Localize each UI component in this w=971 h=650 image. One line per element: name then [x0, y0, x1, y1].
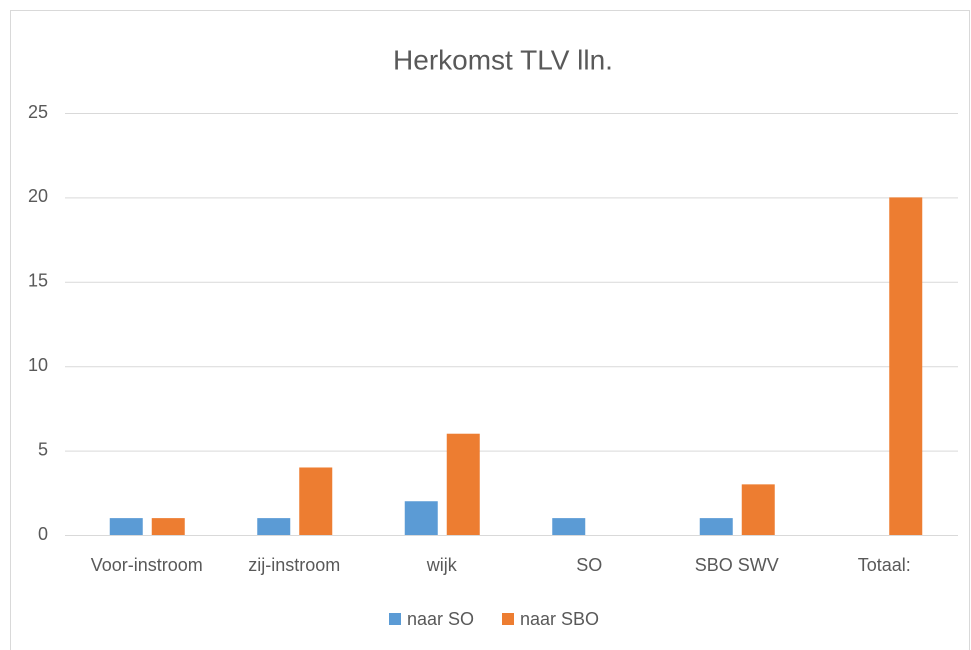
x-tick-label: SO — [576, 555, 602, 575]
bar — [299, 467, 333, 535]
bar — [404, 501, 438, 535]
bar — [552, 518, 586, 535]
bar — [109, 518, 143, 535]
legend-swatch — [389, 613, 401, 625]
legend-label: naar SO — [407, 609, 474, 629]
y-tick-label: 15 — [28, 271, 48, 291]
y-tick-label: 0 — [38, 524, 48, 544]
x-tick-label: Voor-instroom — [91, 555, 203, 575]
y-tick-label: 20 — [28, 186, 48, 206]
x-tick-label: wijk — [426, 555, 458, 575]
bar — [446, 433, 480, 535]
bar — [257, 518, 291, 535]
bar — [889, 197, 923, 535]
y-tick-label: 5 — [38, 439, 48, 459]
chart-title: Herkomst TLV lln. — [393, 44, 613, 75]
bar — [151, 518, 185, 535]
bar — [741, 484, 775, 535]
legend-label: naar SBO — [520, 609, 599, 629]
legend-swatch — [502, 613, 514, 625]
bar — [699, 518, 733, 535]
y-tick-label: 10 — [28, 355, 48, 375]
chart-frame — [10, 10, 970, 650]
y-tick-label: 25 — [28, 102, 48, 122]
x-tick-label: zij-instroom — [248, 555, 340, 575]
x-tick-label: Totaal: — [858, 555, 911, 575]
x-tick-label: SBO SWV — [695, 555, 779, 575]
